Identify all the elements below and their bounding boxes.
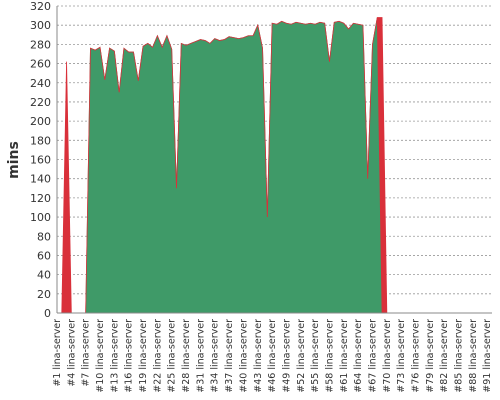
x-tick-label: #67 lina-server — [367, 319, 378, 393]
x-tick-label: #85 lina-server — [454, 319, 465, 393]
x-tick-label: #64 lina-server — [353, 319, 364, 393]
y-tick-label: 0 — [44, 307, 51, 320]
x-tick-label: #22 lina-server — [152, 319, 163, 393]
y-tick-label: 220 — [30, 96, 51, 109]
x-tick-label: #31 lina-server — [195, 319, 206, 393]
y-tick-label: 80 — [37, 230, 51, 243]
x-tick-label: #73 lina-server — [396, 319, 407, 393]
x-tick-label: #82 lina-server — [439, 319, 450, 393]
x-tick-label: #61 lina-server — [339, 319, 350, 393]
area — [57, 17, 492, 314]
x-tick-label: #58 lina-server — [324, 319, 335, 393]
x-tick-label: #4 lina-server — [66, 319, 77, 387]
y-tick-label: 300 — [30, 19, 51, 32]
x-tick-label: #91 lina-server — [482, 319, 493, 393]
x-tick-label: #70 lina-server — [382, 319, 393, 393]
y-tick-label: 180 — [30, 134, 51, 147]
x-tick-label: #25 lina-server — [167, 319, 178, 393]
x-tick-label: #16 lina-server — [124, 319, 135, 393]
x-tick-label: #19 lina-server — [138, 319, 149, 393]
y-tick-label: 120 — [30, 192, 51, 205]
x-tick-label: #79 lina-server — [425, 319, 436, 393]
x-tick-label: #76 lina-server — [411, 319, 422, 393]
x-tick-label: #43 lina-server — [253, 319, 264, 393]
y-tick-label: 40 — [37, 269, 51, 282]
y-tick-label: 60 — [37, 249, 51, 262]
x-tick-label: #1 lina-server — [52, 319, 63, 387]
y-tick-label: 160 — [30, 154, 51, 167]
x-tick-label: #37 lina-server — [224, 319, 235, 393]
x-tick-label: #55 lina-server — [310, 319, 321, 393]
y-tick-label: 20 — [37, 288, 51, 301]
x-tick-label: #52 lina-server — [296, 319, 307, 393]
x-tick-label: #40 lina-server — [238, 319, 249, 393]
x-tick-label: #88 lina-server — [468, 319, 479, 393]
x-tick-label: #28 lina-server — [181, 319, 192, 393]
x-tick-label: #7 lina-server — [81, 319, 92, 387]
x-tick-label: #34 lina-server — [210, 319, 221, 393]
x-tick-label: #13 lina-server — [109, 319, 120, 393]
y-tick-label: 140 — [30, 173, 51, 186]
y-tick-label: 100 — [30, 211, 51, 224]
y-tick-label: 260 — [30, 58, 51, 71]
x-tick-label: #10 lina-server — [95, 319, 106, 393]
y-tick-label: 280 — [30, 38, 51, 51]
y-tick-label: 320 — [30, 0, 51, 13]
y-tick-label: 240 — [30, 77, 51, 90]
y-axis-label: mins — [6, 141, 22, 179]
y-tick-label: 200 — [30, 115, 51, 128]
x-tick-label: #49 lina-server — [281, 319, 292, 393]
x-tick-label: #46 lina-server — [267, 319, 278, 393]
